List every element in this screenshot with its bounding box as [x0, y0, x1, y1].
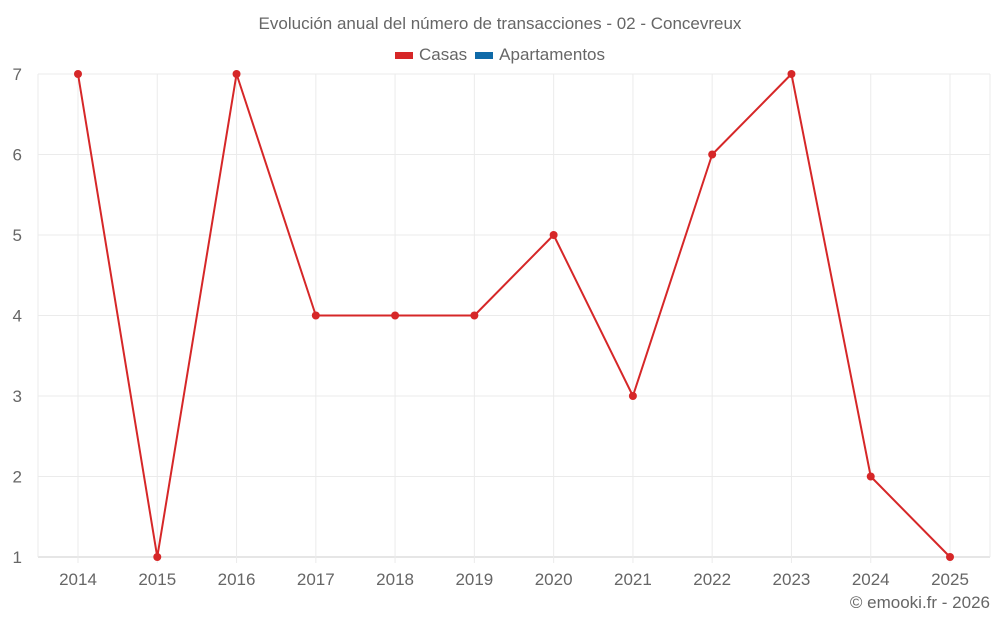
y-tick-label: 4: [13, 307, 22, 326]
data-point[interactable]: [232, 70, 241, 78]
x-tick-label: 2016: [218, 570, 256, 589]
y-tick-label: 3: [13, 387, 22, 406]
x-tick-label: 2022: [693, 570, 731, 589]
legend-item-casas[interactable]: Casas: [394, 45, 468, 65]
data-point[interactable]: [946, 553, 954, 561]
x-tick-label: 2023: [773, 570, 811, 589]
y-tick-label: 1: [13, 548, 22, 567]
legend-swatch-casas: [394, 51, 413, 59]
x-tick-label: 2025: [931, 570, 969, 589]
data-point[interactable]: [470, 311, 479, 320]
x-axis: 2014 2015 2016 2017 2018 2019 2020 2021 2022 2023…: [59, 570, 969, 589]
x-tick-label: 2019: [455, 570, 493, 589]
x-tick-label: 2021: [614, 570, 652, 589]
data-point[interactable]: [74, 70, 82, 78]
data-point[interactable]: [311, 311, 320, 320]
legend-label-casas: Casas: [418, 45, 468, 64]
copyright-footer: © emooki.fr - 2026: [849, 593, 990, 612]
y-axis: 1 2 3 4 5 6 7: [13, 65, 22, 567]
x-tick-label: 2017: [297, 570, 335, 589]
legend-item-apartamentos[interactable]: Apartamentos: [475, 45, 605, 65]
y-tick-label: 2: [13, 468, 22, 487]
x-tick-label: 2014: [59, 570, 97, 589]
series-casas: [74, 70, 954, 561]
data-point[interactable]: [787, 70, 796, 78]
x-tick-label: 2020: [535, 570, 573, 589]
legend-label-apartamentos: Apartamentos: [499, 45, 606, 64]
chart-title: Evolución anual del número de transaccio…: [258, 14, 742, 33]
x-tick-label: 2015: [138, 570, 176, 589]
x-tick-label: 2024: [852, 570, 890, 589]
y-tick-label: 6: [13, 146, 22, 165]
data-point[interactable]: [866, 472, 875, 481]
y-tick-label: 7: [13, 65, 22, 84]
legend-swatch-apartamentos: [475, 51, 494, 59]
data-point[interactable]: [549, 231, 558, 239]
x-tick-label: 2018: [376, 570, 414, 589]
grid-lines: [37, 73, 991, 563]
y-tick-label: 5: [13, 226, 22, 245]
data-point[interactable]: [391, 311, 400, 320]
data-point[interactable]: [708, 150, 717, 159]
data-point[interactable]: [153, 553, 162, 561]
data-point[interactable]: [628, 392, 637, 400]
legend: Casas Apartamentos: [0, 45, 1000, 65]
